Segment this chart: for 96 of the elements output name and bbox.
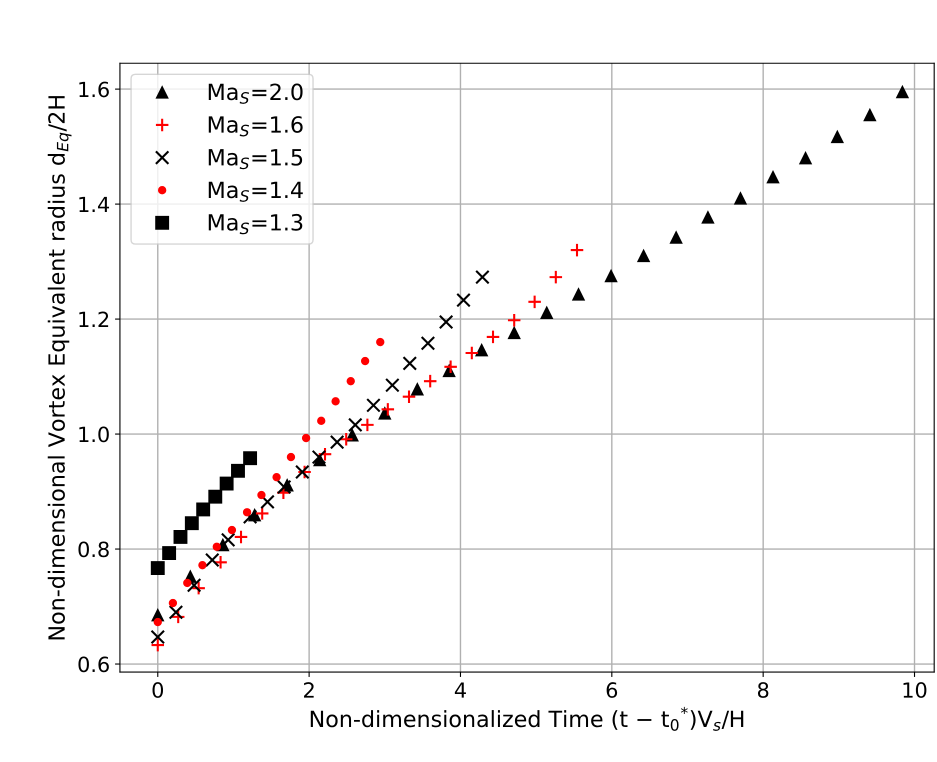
point bbox=[380, 402, 396, 417]
point bbox=[670, 231, 682, 244]
point bbox=[260, 494, 275, 510]
point bbox=[168, 598, 178, 608]
point bbox=[254, 506, 270, 521]
point bbox=[766, 170, 780, 184]
point bbox=[212, 542, 221, 551]
y-tick-label: 1.2 bbox=[79, 312, 108, 327]
point bbox=[508, 326, 520, 340]
legend-label: Ma$_{S}$=1.5 bbox=[208, 149, 302, 170]
legend-label: Ma$_{S}$=1.6 bbox=[208, 116, 303, 136]
point bbox=[338, 432, 354, 447]
point bbox=[286, 452, 296, 462]
point bbox=[150, 561, 165, 575]
x-tick-label: 8 bbox=[758, 682, 768, 698]
legend-label: Ma$_{S}$=1.4 bbox=[208, 182, 303, 202]
legend-label: Ma$_{S}$=2.0 bbox=[208, 83, 303, 104]
legend-label: Ma$_{S}$=1.3 bbox=[208, 214, 302, 234]
point bbox=[637, 250, 650, 262]
point bbox=[402, 356, 418, 371]
x-tick-label: 4 bbox=[454, 682, 466, 698]
point bbox=[198, 560, 207, 570]
point bbox=[183, 578, 192, 588]
point bbox=[242, 510, 258, 524]
point bbox=[438, 314, 454, 330]
point bbox=[366, 398, 381, 413]
point bbox=[150, 630, 166, 644]
y-tick-label: 1.4 bbox=[79, 196, 110, 212]
point bbox=[243, 451, 258, 466]
point bbox=[174, 530, 188, 544]
y-tick-label: 0.8 bbox=[78, 542, 109, 558]
y-tick-label: 1.0 bbox=[79, 426, 109, 442]
point bbox=[486, 330, 500, 344]
x-tick-label: 10 bbox=[904, 682, 926, 698]
point bbox=[318, 446, 332, 462]
point bbox=[864, 108, 876, 122]
point bbox=[191, 580, 206, 596]
point bbox=[184, 516, 199, 530]
point bbox=[527, 294, 542, 310]
point bbox=[150, 638, 166, 652]
point bbox=[831, 130, 844, 144]
point bbox=[196, 502, 210, 516]
point bbox=[570, 242, 584, 258]
point bbox=[312, 450, 326, 464]
point bbox=[220, 532, 236, 548]
point bbox=[242, 508, 252, 516]
x-axis-title: Non-dimensionalized Time (t − t$_{0}$$^{*}$)V$_{s}$/H bbox=[310, 706, 744, 731]
point bbox=[702, 211, 714, 224]
point bbox=[360, 418, 375, 432]
point bbox=[799, 152, 812, 164]
point bbox=[168, 605, 184, 620]
x-tick-label: 2 bbox=[304, 682, 314, 698]
point bbox=[348, 418, 363, 432]
point bbox=[896, 86, 909, 98]
point bbox=[228, 526, 236, 534]
point bbox=[443, 360, 458, 374]
y-tick-label: 0.6 bbox=[78, 656, 109, 672]
point bbox=[162, 546, 176, 560]
point bbox=[276, 480, 292, 494]
point bbox=[411, 382, 424, 396]
point bbox=[506, 312, 522, 328]
point bbox=[540, 306, 553, 320]
point bbox=[346, 377, 355, 386]
point bbox=[213, 554, 228, 570]
point bbox=[208, 490, 222, 504]
point bbox=[360, 356, 370, 366]
point bbox=[464, 346, 480, 360]
point bbox=[548, 270, 564, 284]
point bbox=[604, 270, 618, 282]
point bbox=[331, 397, 340, 406]
point bbox=[420, 336, 436, 351]
point bbox=[234, 530, 248, 544]
point bbox=[456, 292, 471, 308]
x-tick-label: 0 bbox=[152, 682, 164, 698]
point bbox=[734, 192, 747, 205]
point bbox=[231, 464, 245, 478]
point bbox=[302, 434, 310, 442]
point bbox=[422, 374, 438, 388]
point bbox=[385, 378, 400, 392]
y-tick-label: 1.6 bbox=[79, 82, 109, 98]
point bbox=[272, 473, 281, 482]
point bbox=[186, 578, 202, 593]
point bbox=[257, 490, 266, 500]
point bbox=[475, 344, 488, 356]
point bbox=[154, 618, 162, 626]
x-tick-label: 6 bbox=[606, 682, 618, 698]
point bbox=[572, 288, 585, 301]
point bbox=[204, 552, 220, 568]
point bbox=[402, 389, 416, 404]
point bbox=[220, 476, 234, 490]
y-axis-title: Non-dimensional Vortex Equivalent radius d$_{Eq}$/2H bbox=[48, 96, 72, 640]
point bbox=[317, 416, 326, 426]
point bbox=[475, 270, 490, 284]
point bbox=[170, 610, 186, 624]
point bbox=[330, 434, 344, 450]
point bbox=[376, 338, 384, 346]
